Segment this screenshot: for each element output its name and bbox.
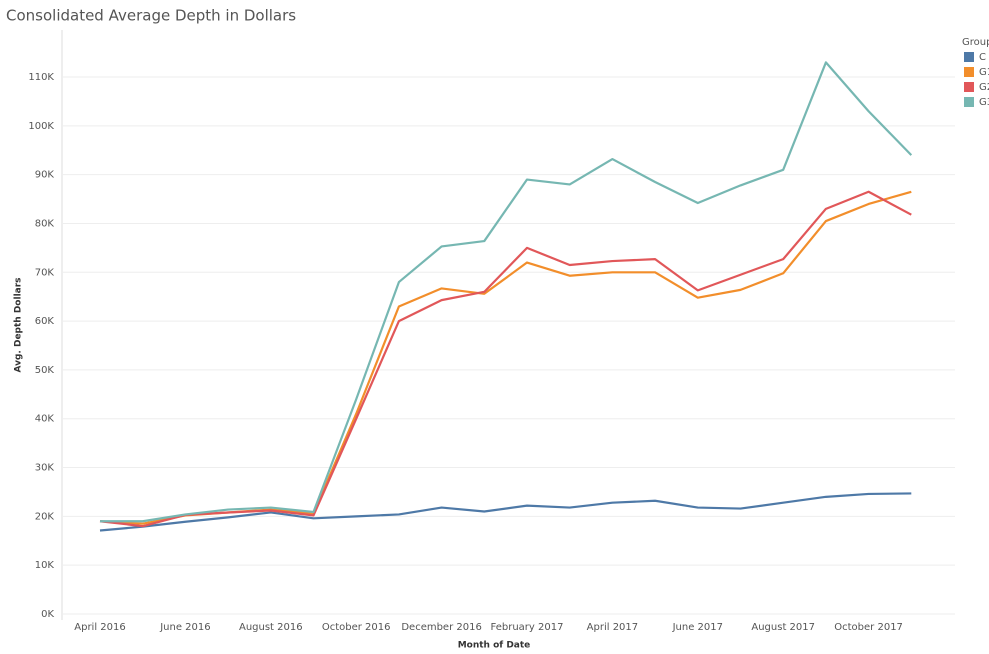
legend-label: C (979, 52, 986, 63)
y-tick-label: 20K (35, 511, 55, 522)
x-tick-label: August 2017 (751, 622, 815, 633)
series-line (99, 190, 912, 528)
y-tick-label: 0K (41, 609, 54, 620)
legend-swatch (964, 67, 974, 77)
x-tick-label: December 2016 (401, 622, 481, 633)
y-tick-label: 100K (28, 121, 54, 132)
legend-title: Group (962, 37, 989, 48)
y-tick-label: 50K (35, 365, 55, 376)
legend-label: G2 (979, 82, 989, 93)
x-tick-label: April 2016 (74, 622, 125, 633)
legend-swatch (964, 82, 974, 92)
x-tick-label: February 2017 (491, 622, 564, 633)
legend-swatch (964, 97, 974, 107)
series-line (100, 61, 913, 523)
legend-swatch (964, 52, 974, 62)
y-tick-label: 60K (35, 316, 55, 327)
series-line (99, 492, 912, 532)
y-tick-label: 110K (28, 72, 54, 83)
y-tick-label: 70K (35, 267, 55, 278)
x-tick-label: October 2016 (322, 622, 391, 633)
y-tick-label: 90K (35, 170, 55, 181)
y-tick-label: 10K (35, 560, 55, 571)
x-axis-title: Month of Date (458, 641, 531, 651)
x-tick-label: August 2016 (239, 622, 303, 633)
x-tick-label: October 2017 (834, 622, 903, 633)
series-line (99, 190, 912, 525)
y-tick-label: 40K (35, 414, 55, 425)
y-tick-label: 30K (35, 463, 55, 474)
legend-label: G1 (979, 67, 989, 78)
legend-label: G3 (979, 97, 989, 108)
x-tick-label: June 2017 (672, 622, 723, 633)
y-axis-title: Avg. Depth Dollars (14, 277, 24, 372)
chart-title: Consolidated Average Depth in Dollars (6, 7, 296, 25)
x-tick-label: June 2016 (159, 622, 210, 633)
x-tick-label: April 2017 (587, 622, 638, 633)
y-tick-label: 80K (35, 218, 55, 229)
